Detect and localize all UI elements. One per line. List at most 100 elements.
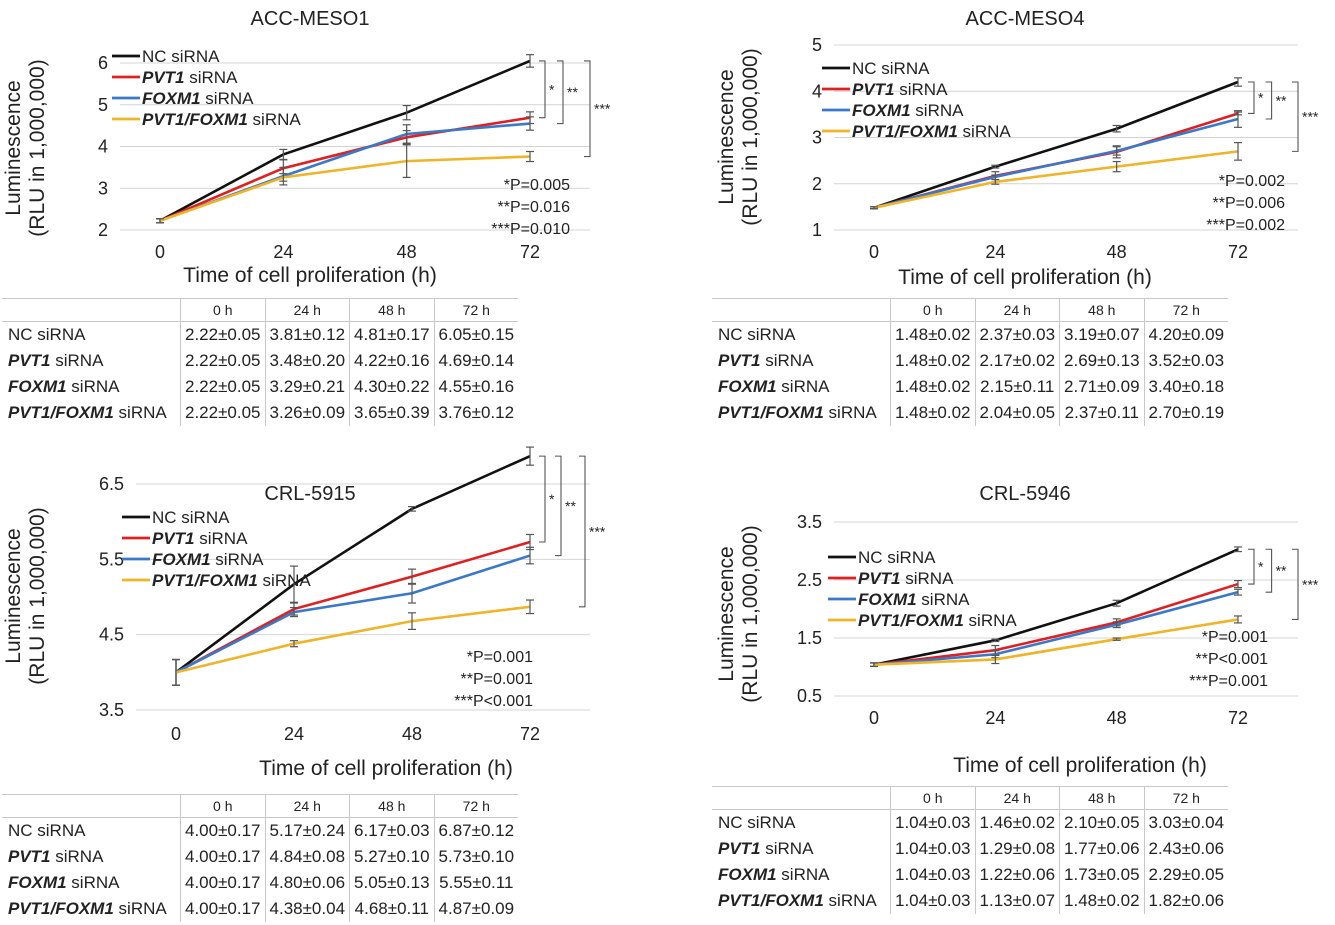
x-tick-label: 24 bbox=[985, 708, 1005, 728]
table-cell: 3.19±0.07 bbox=[1059, 321, 1145, 348]
p-value-label: **P=0.001 bbox=[460, 671, 533, 688]
chart-crl-5915: 3.5 4.5 5.5 6.5 0 24 48 72 CRL-5915 Time of cell … bbox=[2, 446, 606, 780]
x-tick-label: 72 bbox=[1228, 242, 1248, 262]
series-line bbox=[175, 605, 531, 674]
significance-stars: * bbox=[1258, 559, 1264, 575]
p-value-label: *P=0.002 bbox=[1219, 173, 1285, 190]
table-cell: 1.77±0.06 bbox=[1059, 836, 1145, 862]
legend-label: PVT1/FOXM1 siRNA bbox=[858, 611, 1017, 630]
legend-label: FOXM1 siRNA bbox=[142, 89, 254, 108]
table-cell: 1.46±0.02 bbox=[974, 809, 1060, 836]
table-cell: 2.70±0.19 bbox=[1143, 400, 1229, 426]
x-tick-label: 72 bbox=[520, 242, 540, 262]
table-cell: 4.38±0.04 bbox=[264, 896, 350, 922]
table-crl-5915: 0 h 24 h 48 h 72 h NC siRNA 4.00±0.17 5.17±0.2… bbox=[2, 794, 519, 922]
table-row-label: PVT1 siRNA bbox=[718, 839, 814, 858]
table-col-header: 48 h bbox=[349, 794, 435, 818]
table-cell: 2.22±0.05 bbox=[180, 400, 266, 426]
table-cell: 4.00±0.17 bbox=[180, 870, 266, 896]
table-row-label: NC siRNA bbox=[718, 325, 796, 344]
table-cell: 5.05±0.13 bbox=[349, 870, 435, 896]
table-cell: 1.04±0.03 bbox=[890, 809, 976, 836]
table-col-header: 72 h bbox=[433, 794, 519, 818]
table-row: PVT1 siRNA 1.48±0.02 2.17±0.02 2.69±0.13 3.5… bbox=[712, 348, 1229, 374]
series-line bbox=[873, 150, 1239, 210]
table-cell: 4.30±0.22 bbox=[349, 374, 435, 400]
table-acc-meso4: 0 h 24 h 48 h 72 h NC siRNA 1.48±0.02 2.37±0.0… bbox=[712, 298, 1229, 426]
table-row-label: PVT1/FOXM1 siRNA bbox=[718, 403, 877, 422]
y-tick-label: 1.5 bbox=[797, 628, 822, 648]
table-row-label: NC siRNA bbox=[8, 325, 86, 344]
significance-bracket bbox=[539, 60, 546, 119]
table-cell: 2.37±0.03 bbox=[974, 321, 1060, 348]
table-row: PVT1 siRNA 2.22±0.05 3.48±0.20 4.22±0.16 4.6… bbox=[2, 348, 519, 374]
x-tick-label: 48 bbox=[1107, 242, 1127, 262]
table-cell: 1.48±0.02 bbox=[890, 374, 976, 400]
table-cell: 4.55±0.16 bbox=[433, 374, 519, 400]
legend-label: PVT1 siRNA bbox=[852, 80, 948, 99]
table-cell: 2.22±0.05 bbox=[180, 348, 266, 374]
table-cell: 2.29±0.05 bbox=[1143, 862, 1229, 888]
table-cell: 1.22±0.06 bbox=[974, 862, 1060, 888]
table-cell: 1.04±0.03 bbox=[890, 862, 976, 888]
significance-stars: * bbox=[549, 81, 555, 97]
x-tick-label: 24 bbox=[284, 724, 304, 744]
legend-label: PVT1/FOXM1 siRNA bbox=[142, 110, 301, 129]
significance-bracket bbox=[555, 455, 562, 557]
table-row: NC siRNA 1.04±0.03 1.46±0.02 2.10±0.05 3.03±… bbox=[712, 809, 1229, 836]
table-row: NC siRNA 4.00±0.17 5.17±0.24 6.17±0.03 6.87±… bbox=[2, 817, 519, 844]
significance-stars: * bbox=[1258, 90, 1264, 106]
table-row: FOXM1 siRNA 4.00±0.17 4.80±0.06 5.05±0.13 5.… bbox=[2, 870, 519, 896]
table-row-label: PVT1/FOXM1 siRNA bbox=[718, 891, 877, 910]
x-axis-label: Time of cell proliferation (h) bbox=[183, 264, 437, 287]
table-cell: 6.05±0.15 bbox=[433, 321, 519, 348]
significance-bracket bbox=[1292, 81, 1299, 152]
table-cell: 3.26±0.09 bbox=[264, 400, 350, 426]
table-cell: 1.04±0.03 bbox=[890, 836, 976, 862]
table-cell: 5.73±0.10 bbox=[433, 844, 519, 870]
chart-acc-meso4: 1 2 3 4 5 0 24 48 72 ACC-MESO4 Time of cell prolif… bbox=[715, 8, 1319, 289]
y-tick-label: 1 bbox=[812, 220, 822, 240]
x-axis-label: Time of cell proliferation (h) bbox=[898, 266, 1152, 289]
table-row-label: PVT1 siRNA bbox=[718, 351, 814, 370]
table-col-header: 72 h bbox=[433, 298, 519, 322]
table-cell: 3.03±0.04 bbox=[1143, 809, 1229, 836]
table-crl-5946: 0 h 24 h 48 h 72 h NC siRNA 1.04±0.03 1.46±0.0… bbox=[712, 786, 1229, 914]
p-value-label: ***P=0.002 bbox=[1206, 217, 1285, 234]
p-value-label: **P=0.016 bbox=[497, 199, 570, 216]
chart-1-group: 1 2 3 4 5 0 24 48 72 ACC-MESO4 Time of cell prolif… bbox=[715, 8, 1319, 289]
table-col-header: 0 h bbox=[890, 298, 976, 322]
legend-label: PVT1 siRNA bbox=[152, 529, 248, 548]
chart-3-group: 0.5 1.5 2.5 3.5 0 24 48 72 CRL-5946 Time of cell … bbox=[715, 483, 1319, 777]
x-tick-label: 0 bbox=[869, 708, 879, 728]
table-cell: 6.87±0.12 bbox=[433, 817, 519, 844]
series-line bbox=[873, 80, 1239, 210]
table-row: FOXM1 siRNA 1.48±0.02 2.15±0.11 2.71±0.09 3.… bbox=[712, 374, 1229, 400]
table-row: FOXM1 siRNA 2.22±0.05 3.29±0.21 4.30±0.22 4.… bbox=[2, 374, 519, 400]
table-cell: 4.81±0.17 bbox=[349, 321, 435, 348]
table-cell: 2.10±0.05 bbox=[1059, 809, 1145, 836]
chart-title: CRL-5915 bbox=[264, 483, 355, 505]
table-col-header: 48 h bbox=[1059, 298, 1145, 322]
significance-stars: *** bbox=[1302, 109, 1319, 125]
table-row: PVT1 siRNA 1.04±0.03 1.29±0.08 1.77±0.06 2.4… bbox=[712, 836, 1229, 862]
y-tick-label: 4 bbox=[812, 81, 822, 101]
table-row-label: FOXM1 siRNA bbox=[8, 377, 120, 396]
table-corner bbox=[712, 298, 891, 322]
table-cell: 2.69±0.13 bbox=[1059, 348, 1145, 374]
y-tick-label: 4.5 bbox=[99, 625, 124, 645]
y-tick-label: 0.5 bbox=[797, 686, 822, 706]
x-tick-label: 48 bbox=[402, 724, 422, 744]
panel-crl-5915: 3.5 4.5 5.5 6.5 0 24 48 72 CRL-5915 Time of cell … bbox=[0, 0, 640, 925]
series-line bbox=[175, 454, 531, 674]
y-tick-label: 2 bbox=[98, 220, 108, 240]
y-axis-label: (RLU in 1,000,000) bbox=[26, 59, 49, 236]
table-cell: 4.69±0.14 bbox=[433, 348, 519, 374]
series-line bbox=[175, 554, 531, 674]
significance-stars: ** bbox=[567, 84, 578, 100]
table-col-header: 24 h bbox=[264, 794, 350, 818]
significance-stars: *** bbox=[1302, 576, 1319, 592]
p-value-label: ***P=0.010 bbox=[491, 221, 570, 238]
table-row: FOXM1 siRNA 1.04±0.03 1.22±0.06 1.73±0.05 2.… bbox=[712, 862, 1229, 888]
table-cell: 4.84±0.08 bbox=[264, 844, 350, 870]
